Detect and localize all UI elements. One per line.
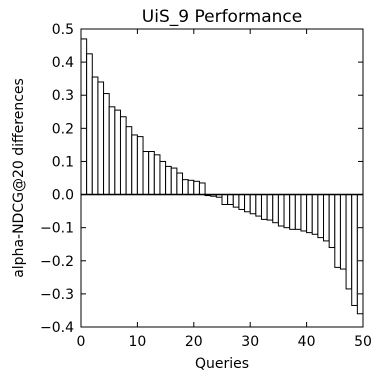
x-axis-ticks: 0 10 20 30 40 50 (77, 29, 372, 350)
bar-5 (108, 106, 116, 196)
bar-28 (238, 194, 246, 210)
bar-30 (249, 194, 257, 215)
y-tick-label: 0.3 (52, 88, 74, 104)
bar-3 (97, 81, 105, 196)
bar-29 (244, 194, 251, 213)
bar-13 (153, 154, 161, 196)
y-tick-label: −0.1 (40, 221, 74, 237)
bar-44 (328, 194, 336, 249)
bar-43 (323, 194, 330, 242)
x-tick-label: 30 (241, 334, 259, 350)
bar-33 (266, 194, 274, 221)
bar-46 (339, 194, 347, 270)
y-tick-label: −0.2 (40, 254, 74, 270)
bar-17 (176, 172, 184, 196)
bar-34 (272, 194, 279, 224)
bar-15 (165, 165, 172, 196)
bar-21 (198, 182, 206, 196)
bar-2 (91, 76, 99, 196)
bar-36 (283, 194, 291, 229)
x-tick-label: 20 (185, 334, 203, 350)
bar-12 (148, 151, 155, 196)
bar-47 (345, 194, 353, 290)
y-tick-label: 0.0 (52, 188, 74, 204)
bar-9 (131, 134, 138, 196)
bar-32 (260, 194, 268, 220)
chart-title: UiS_9 Performance (142, 7, 302, 27)
bar-49 (356, 194, 364, 315)
y-tick-label: −0.4 (40, 320, 74, 336)
bar-31 (255, 194, 262, 217)
bar-45 (334, 194, 341, 268)
bar-18 (182, 179, 189, 196)
bar-48 (351, 194, 358, 306)
x-tick-label: 0 (77, 334, 86, 350)
y-axis-ticks: 0.5 0.4 0.3 0.2 0.1 0.0 −0.1 −0.2 −0.3 −0.4 (40, 22, 363, 336)
bar-20 (193, 180, 200, 196)
y-tick-label: 0.2 (52, 121, 74, 137)
bar-38 (294, 194, 302, 230)
bar-11 (142, 151, 150, 196)
bar-37 (289, 194, 296, 230)
bar-25 (221, 194, 229, 205)
x-tick-label: 40 (298, 334, 316, 350)
x-axis-label: Queries (195, 356, 249, 372)
bar-39 (300, 194, 308, 232)
y-tick-label: −0.3 (40, 287, 74, 303)
y-axis-label: alpha-NDCG@20 differences (11, 78, 27, 278)
bar-41 (311, 194, 319, 235)
x-tick-label: 10 (128, 334, 146, 350)
bar-42 (317, 194, 325, 239)
bar-1 (86, 53, 93, 196)
plot-frame (80, 28, 364, 328)
y-tick-label: 0.5 (52, 22, 74, 38)
bar-27 (232, 194, 240, 208)
bar-16 (170, 167, 178, 196)
bar-40 (306, 194, 313, 234)
x-tick-label: 50 (354, 334, 372, 350)
bar-7 (119, 116, 127, 196)
bar-8 (125, 126, 133, 196)
bar-6 (114, 109, 121, 196)
bar-26 (227, 194, 234, 205)
y-tick-label: 0.1 (52, 154, 74, 170)
bar-14 (159, 160, 167, 196)
y-tick-label: 0.4 (52, 55, 74, 71)
bar-19 (187, 179, 195, 196)
bars-group (80, 38, 364, 315)
bar-35 (277, 194, 285, 227)
bar-10 (136, 136, 144, 196)
bar-4 (103, 93, 110, 196)
